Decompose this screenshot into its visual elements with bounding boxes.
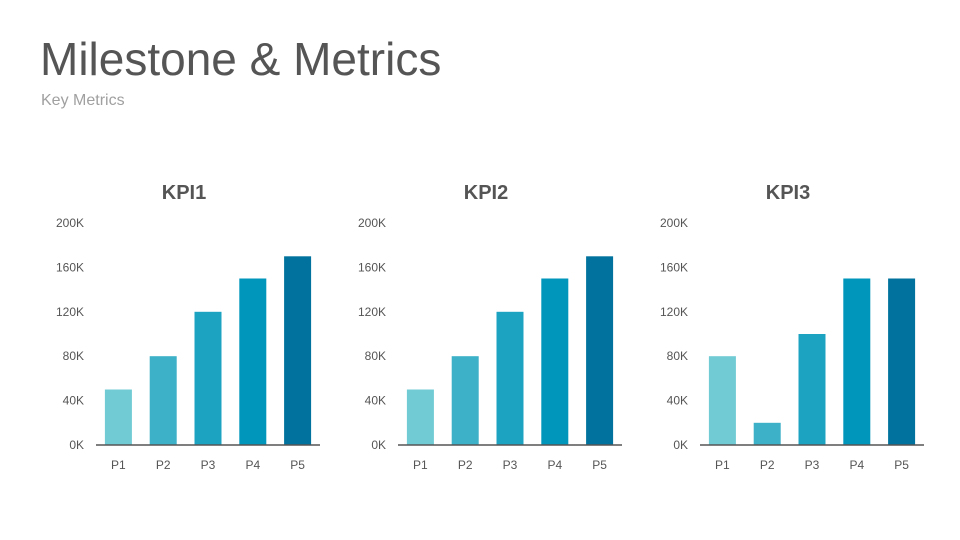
kpi3-chart-plot: 0K 40K 80K 120K 160K 200K P1 P2 P3 P4 P5	[660, 216, 924, 472]
bar-p4	[239, 278, 267, 445]
x-tick-label: P2	[458, 458, 473, 472]
x-tick-label: P5	[592, 458, 607, 472]
bar-p1	[104, 389, 132, 445]
chart-title: KPI1	[161, 182, 207, 204]
bar-p3	[798, 334, 826, 445]
bar-p1	[406, 389, 434, 445]
x-tick-label: P5	[894, 458, 909, 472]
y-tick-label: 80K	[667, 349, 688, 363]
bar-p4	[541, 278, 569, 445]
bar-p2	[451, 356, 479, 445]
bar-p4	[843, 278, 871, 445]
chart-title: KPI3	[765, 182, 811, 204]
y-tick-label: 160K	[660, 260, 688, 274]
y-tick-label: 40K	[667, 394, 688, 408]
x-tick-label: P4	[849, 458, 864, 472]
y-tick-label: 80K	[63, 349, 84, 363]
x-tick-label: P4	[547, 458, 562, 472]
x-tick-label: P2	[156, 458, 171, 472]
bar-p3	[496, 311, 524, 445]
kpi1-chart-plot: 0K 40K 80K 120K 160K 200K P1 P2 P3 P4 P5	[56, 216, 320, 472]
chart-title: KPI2	[463, 182, 509, 204]
y-tick-label: 40K	[365, 394, 386, 408]
bar-p2	[149, 356, 177, 445]
x-tick-label: P3	[503, 458, 518, 472]
bar-p5	[888, 278, 916, 445]
y-tick-label: 120K	[56, 305, 84, 319]
x-tick-label: P5	[290, 458, 305, 472]
y-tick-label: 160K	[358, 260, 386, 274]
bar-p3	[194, 311, 222, 445]
x-tick-label: P2	[760, 458, 775, 472]
y-tick-label: 120K	[358, 305, 386, 319]
y-tick-label: 0K	[673, 438, 688, 452]
y-tick-label: 40K	[63, 394, 84, 408]
x-tick-label: P3	[201, 458, 216, 472]
y-tick-label: 160K	[56, 260, 84, 274]
kpi2-chart: KPI2 0K 40K 80K 120K 160K 200K P1 P2 P3 P4 P5	[336, 175, 636, 485]
bar-p2	[753, 422, 781, 445]
x-tick-label: P1	[111, 458, 126, 472]
y-tick-label: 200K	[56, 216, 84, 230]
bar-p1	[708, 356, 736, 445]
y-tick-label: 0K	[371, 438, 386, 452]
y-tick-label: 200K	[660, 216, 688, 230]
x-tick-label: P1	[413, 458, 428, 472]
y-tick-label: 120K	[660, 305, 688, 319]
x-tick-label: P1	[715, 458, 730, 472]
y-tick-label: 80K	[365, 349, 386, 363]
y-tick-label: 0K	[69, 438, 84, 452]
kpi3-chart: KPI3 0K 40K 80K 120K 160K 200K P1 P2 P3 P4 P5	[638, 175, 938, 485]
bar-p5	[586, 256, 614, 445]
x-tick-label: P4	[245, 458, 260, 472]
kpi2-chart-plot: 0K 40K 80K 120K 160K 200K P1 P2 P3 P4 P5	[358, 216, 622, 472]
bar-p5	[284, 256, 312, 445]
y-tick-label: 200K	[358, 216, 386, 230]
page-subtitle: Key Metrics	[41, 92, 125, 109]
kpi1-chart: KPI1 0K 40K 80K 120K 160K 200K P1 P2 P3 P4 P5	[34, 175, 334, 485]
x-tick-label: P3	[805, 458, 820, 472]
page-title: Milestone & Metrics	[40, 33, 442, 85]
